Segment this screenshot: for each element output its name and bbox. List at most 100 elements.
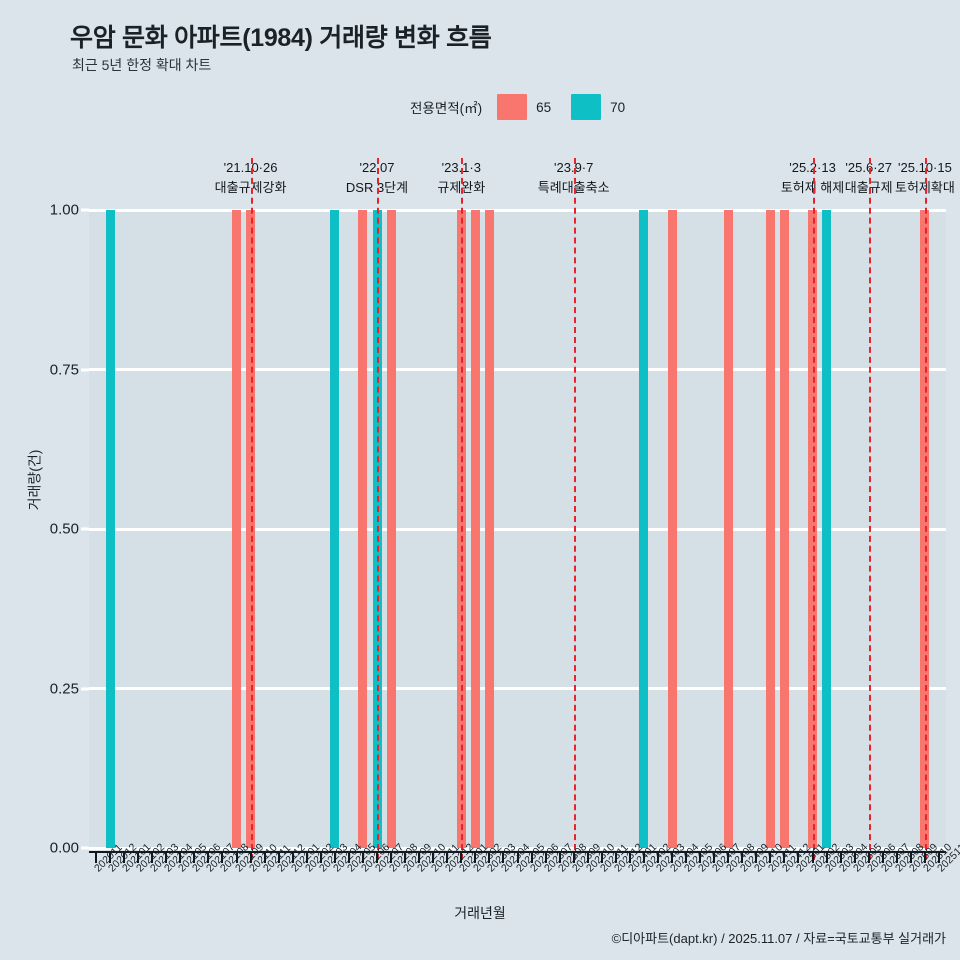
event-line-202207 <box>377 158 379 860</box>
x-tick-mark <box>600 853 603 863</box>
bar-70-202402[interactable] <box>639 210 649 848</box>
event-line-202506 <box>868 158 871 860</box>
x-tick-mark <box>390 853 393 863</box>
event-label-202502: '25.2·13 토허제 해제 <box>743 158 883 198</box>
x-tick-mark <box>249 853 252 863</box>
x-tick-mark <box>671 853 674 863</box>
x-tick-mark <box>474 853 477 863</box>
event-line-202510 <box>924 158 927 860</box>
x-tick-mark <box>558 853 561 863</box>
chart-legend: 전용면적(㎡) 65 70 <box>410 94 636 120</box>
x-tick-mark <box>221 853 224 863</box>
page-title: 우암 문화 아파트(1984) 거래량 변화 흐름 <box>70 24 492 52</box>
y-tick-mark <box>81 687 89 690</box>
bar-65-202303[interactable] <box>484 210 494 848</box>
x-tick-mark <box>418 853 421 863</box>
y-tick-label: 0.25 <box>49 680 79 697</box>
x-tick-mark <box>544 853 547 863</box>
gridline <box>89 687 946 690</box>
gridline <box>89 368 946 371</box>
legend-label-65: 65 <box>536 99 552 115</box>
x-tick-mark <box>277 853 280 863</box>
x-tick-mark <box>713 853 716 863</box>
x-tick-mark <box>797 853 800 863</box>
x-tick-mark <box>755 853 758 863</box>
y-tick-label: 1.00 <box>49 201 79 219</box>
x-tick-mark <box>895 853 898 863</box>
x-tick-mark <box>137 853 140 863</box>
bar-65-202109[interactable] <box>232 210 242 848</box>
y-tick-label: 0.00 <box>49 839 79 857</box>
x-tick-mark <box>109 853 112 863</box>
x-tick-mark <box>769 853 772 863</box>
gridline <box>89 527 946 531</box>
x-tick-mark <box>881 853 884 863</box>
bar-70-202012[interactable] <box>105 210 115 848</box>
x-axis-title: 거래년월 <box>454 905 506 921</box>
x-tick-mark <box>95 853 98 863</box>
x-tick-mark <box>235 853 238 863</box>
x-tick-mark <box>516 853 519 863</box>
x-tick-mark <box>123 853 126 863</box>
bar-65-202404[interactable] <box>667 210 677 848</box>
bar-65-202206[interactable] <box>358 210 368 848</box>
x-tick-mark <box>333 853 336 863</box>
y-tick-mark <box>81 846 89 850</box>
x-tick-mark <box>305 853 308 863</box>
event-name: 대출규제강화 <box>214 180 287 196</box>
event-date: '22.07 <box>359 160 395 175</box>
x-tick-mark <box>614 853 617 863</box>
event-line-202110 <box>250 158 253 860</box>
bar-65-202208[interactable] <box>386 210 396 848</box>
x-tick-mark <box>291 853 294 863</box>
bar-65-202408[interactable] <box>723 210 733 848</box>
x-tick-mark <box>207 853 210 863</box>
x-tick-mark <box>825 853 828 863</box>
legend-swatch-70 <box>571 94 602 120</box>
x-tick-mark <box>502 853 505 863</box>
event-line-202309 <box>573 158 576 860</box>
legend-label-70: 70 <box>610 99 626 115</box>
x-tick-mark <box>165 853 168 863</box>
y-tick-mark <box>81 527 89 531</box>
x-tick-mark <box>727 853 730 863</box>
x-tick-mark <box>867 853 870 863</box>
legend-swatch-65 <box>497 94 528 120</box>
x-tick-mark <box>432 853 435 863</box>
source-caption: ©디아파트(dapt.kr) / 2025.11.07 / 자료=국토교통부 실… <box>611 931 946 946</box>
event-line-202301 <box>461 158 464 860</box>
bar-70-202204[interactable] <box>330 210 340 848</box>
bar-65-202411[interactable] <box>765 210 775 848</box>
bar-70-202503[interactable] <box>822 210 832 848</box>
x-tick-mark <box>446 853 449 863</box>
event-name: 특례대출축소 <box>537 180 610 196</box>
x-tick-mark <box>263 853 266 863</box>
x-tick-mark <box>530 853 533 863</box>
legend-title: 전용면적(㎡) <box>410 101 483 116</box>
x-tick-mark <box>656 853 659 863</box>
x-tick-mark <box>347 853 350 863</box>
event-date: '25.2·13 <box>789 160 836 175</box>
x-axis-line <box>89 851 946 853</box>
y-tick-mark <box>81 368 89 371</box>
x-tick-mark <box>699 853 702 863</box>
event-line-202502 <box>812 158 815 860</box>
x-tick-mark <box>572 853 575 863</box>
y-tick-label: 0.50 <box>49 520 79 538</box>
x-tick-mark <box>783 853 786 863</box>
x-tick-mark <box>319 853 322 863</box>
bar-65-202412[interactable] <box>779 210 789 848</box>
gridline <box>89 846 946 850</box>
bar-65-202302[interactable] <box>470 210 480 848</box>
x-tick-mark <box>811 853 814 863</box>
x-tick-mark <box>839 853 842 863</box>
event-date: '25.6·27 <box>845 160 892 175</box>
x-tick-mark <box>179 853 182 863</box>
plot-area <box>89 158 946 860</box>
x-tick-mark <box>361 853 364 863</box>
x-tick-mark <box>853 853 856 863</box>
x-tick-mark <box>151 853 154 863</box>
x-tick-mark <box>404 853 407 863</box>
x-tick-mark <box>460 853 463 863</box>
